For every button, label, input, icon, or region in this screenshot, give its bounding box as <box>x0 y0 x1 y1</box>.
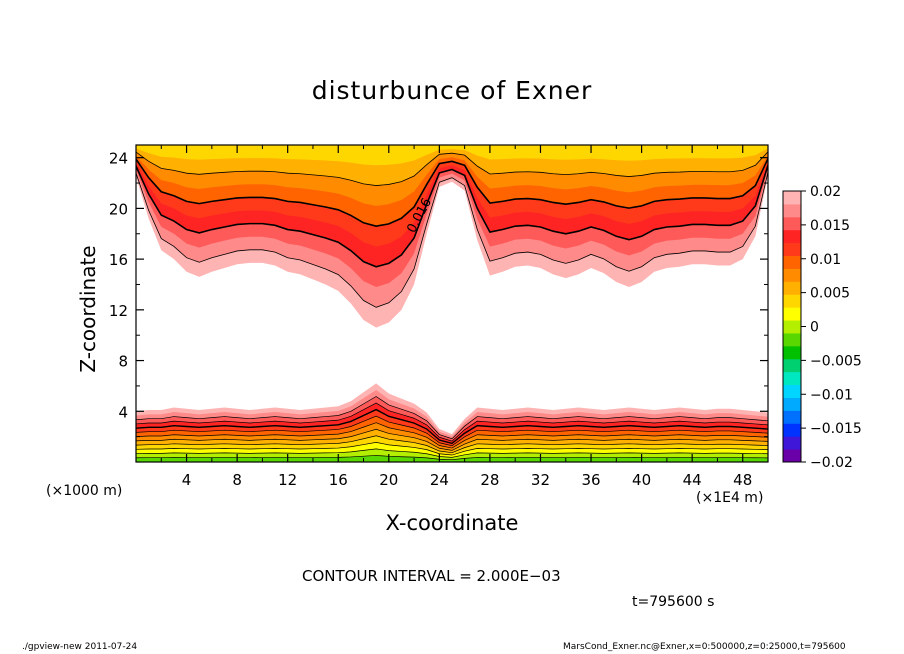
colorbar-tick-label: −0.005 <box>810 353 862 369</box>
y-tick-label: 24 <box>109 150 128 168</box>
colorbar-segment <box>783 229 801 244</box>
lower-contour-line-2 <box>136 396 768 440</box>
lower-contour-line-6 <box>136 422 768 449</box>
upper-contour-line-7 <box>136 151 768 186</box>
y-tick-label: 16 <box>109 251 128 269</box>
program-credit: ./gpview-new 2011-07-24 <box>22 642 138 652</box>
colorbar-tick-label: 0 <box>810 320 819 336</box>
colorbar-segment <box>783 242 801 257</box>
x-tick-label: 48 <box>733 471 752 489</box>
colorbar-segment <box>783 371 801 386</box>
colorbar-tick-label: 0.015 <box>810 218 850 234</box>
colorbar-tick-label: −0.01 <box>810 387 853 403</box>
contour-interval-text: CONTOUR INTERVAL = 2.000E−03 <box>302 567 561 585</box>
colorbar-segment <box>783 345 801 360</box>
colorbar-segment <box>783 410 801 424</box>
lower-contour-band-12 <box>136 455 768 462</box>
colorbar-tick-label: 0.005 <box>810 286 850 302</box>
lower-contour-line-8 <box>136 435 768 454</box>
x-tick-label: 36 <box>581 471 600 489</box>
x-tick-label: 40 <box>632 471 651 489</box>
x-tick-label: 28 <box>480 471 499 489</box>
x-axis-label: X-coordinate <box>0 511 904 535</box>
colorbar-tick-label: 0.02 <box>810 184 841 200</box>
colorbar-segment <box>783 397 801 411</box>
colorbar-segment <box>783 281 801 295</box>
colorbar-segment <box>783 255 801 269</box>
colorbar-segment <box>783 307 801 321</box>
x-tick-label: 44 <box>683 471 702 489</box>
colorbar-segment <box>783 203 801 218</box>
y-axis-label: Z-coordinate <box>76 245 100 373</box>
y-tick-label: 4 <box>118 403 128 421</box>
colorbar: 0.02 0.015 0.01 0.005 0 −0.005 −0.01 −0.015 −0.0… <box>782 184 862 471</box>
colorbar-segment <box>783 332 801 347</box>
upper-contour-line-3 <box>136 165 768 268</box>
chart-title: disturbunce of Exner <box>311 76 593 105</box>
colorbar-segment <box>783 436 801 450</box>
x-unit-label: (×1000 m) <box>46 483 123 499</box>
x-axis-label-text: X-coordinate <box>385 511 519 535</box>
x-tick-label: 16 <box>329 471 348 489</box>
colorbar-segment <box>783 268 801 282</box>
contour-line-layer <box>136 151 768 461</box>
colorbar-tick-label: −0.015 <box>810 421 862 437</box>
y-tick-label: 20 <box>109 200 128 218</box>
colorbar-segment <box>783 320 801 334</box>
lower-contour-line-10 <box>136 448 768 458</box>
colorbar-segment <box>783 358 801 373</box>
colorbar-tick-label: −0.02 <box>810 455 853 471</box>
colorbar-tick-label: 0.01 <box>810 252 841 268</box>
x-tick-label: 12 <box>278 471 297 489</box>
y-tick-label: 8 <box>118 353 128 371</box>
y-tick-label: 12 <box>109 302 128 320</box>
x-tick-label: 24 <box>430 471 449 489</box>
lower-contour-line-7 <box>136 428 768 451</box>
upper-contour-band-9 <box>136 145 768 166</box>
colorbar-segment <box>783 294 801 308</box>
colorbar-segment <box>783 191 801 205</box>
upper-contour-line-5 <box>136 158 768 227</box>
plot-frame <box>135 144 769 463</box>
time-stamp: t=795600 s <box>632 594 715 610</box>
x-tick-label: 4 <box>182 471 192 489</box>
lower-contour-line-9 <box>136 441 768 456</box>
colorbar-segment <box>783 216 801 231</box>
lower-contour-line-5 <box>136 415 768 447</box>
x-tick-label: 8 <box>232 471 242 489</box>
lower-contour-line-3 <box>136 402 768 442</box>
x-tick-label: 32 <box>531 471 550 489</box>
upper-contour-line-1 <box>136 171 768 308</box>
data-source-text: MarsCond_Exner.nc@Exner,x=0:500000,z=0:2… <box>563 642 846 652</box>
contour-fill-layer <box>136 145 768 462</box>
x-scale-label: (×1E4 m) <box>696 490 764 506</box>
colorbar-segment <box>783 449 801 463</box>
plot-border <box>135 144 769 463</box>
colorbar-segment <box>783 384 801 398</box>
x-tick-label: 20 <box>379 471 398 489</box>
lower-contour-line-4 <box>136 408 768 445</box>
lower-contour-line-11 <box>136 455 768 461</box>
colorbar-segment <box>783 423 801 437</box>
